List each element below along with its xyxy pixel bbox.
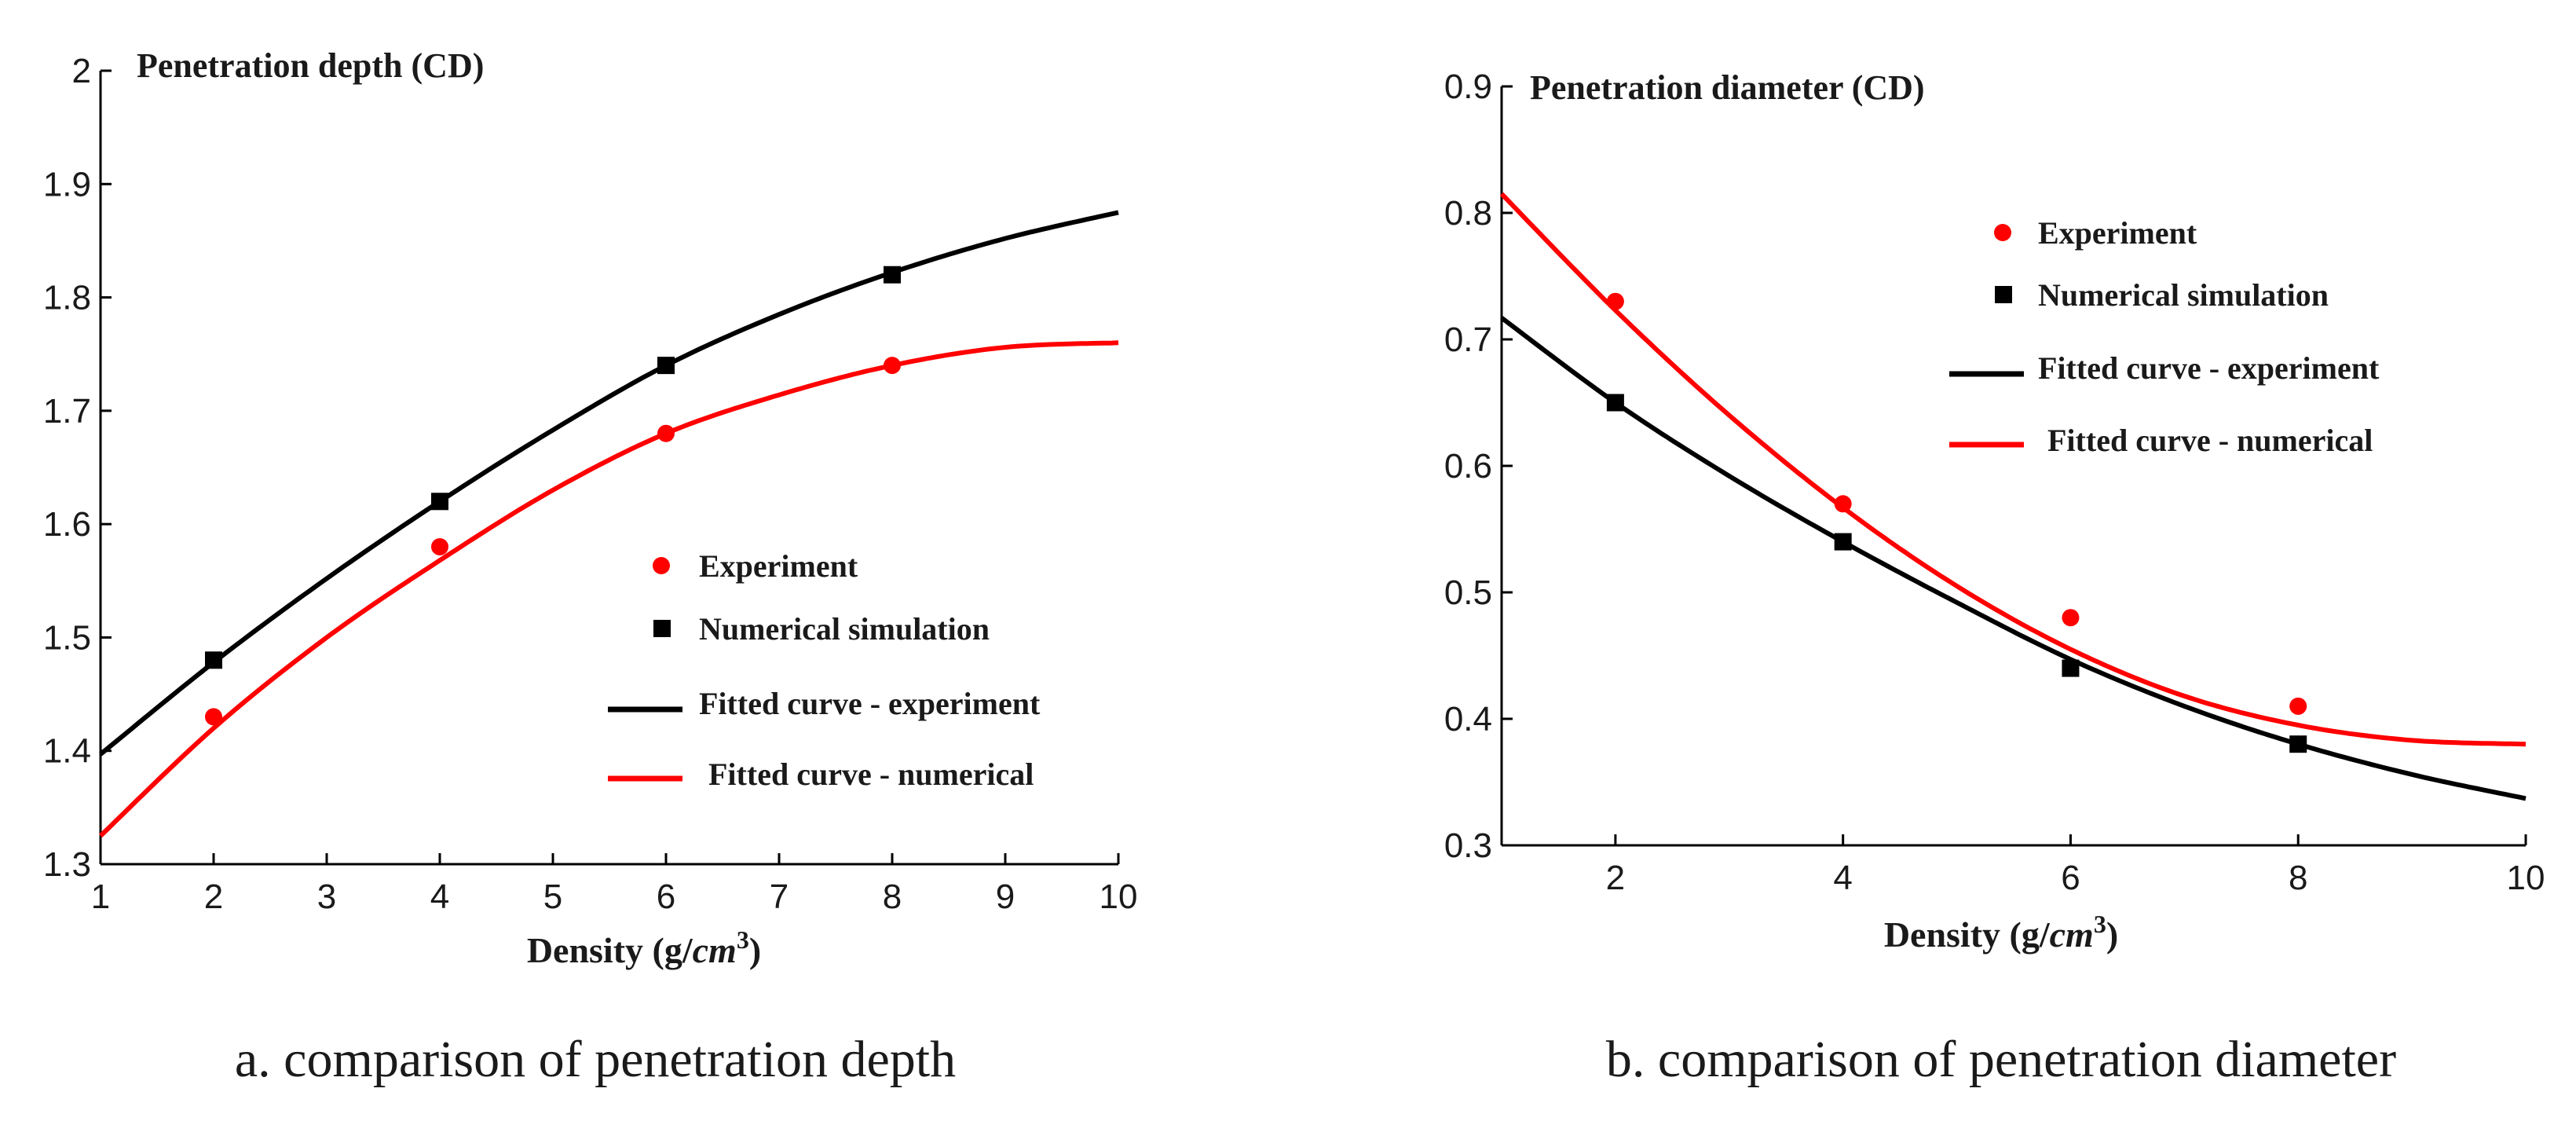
- x-tick-label: 6: [657, 878, 675, 916]
- y-tick-label: 0.4: [1444, 700, 1492, 738]
- y-tick-label: 1.3: [43, 845, 91, 884]
- numerical-simulation-point: [2289, 735, 2307, 753]
- x-axis-title-main: Density (g/: [527, 930, 693, 970]
- experiment-point: [2289, 697, 2307, 715]
- x-tick-label: 4: [1833, 859, 1852, 897]
- x-tick-label: 7: [770, 878, 789, 916]
- panel-caption: b. comparison of penetration diameter: [1606, 1031, 2396, 1088]
- x-tick-label: 3: [317, 878, 336, 916]
- experiment-point: [205, 708, 222, 726]
- experiment-point: [1606, 292, 1624, 310]
- x-axis-title: Density (g/cm3): [1884, 910, 2118, 955]
- panel-b-diameter-chart: 0.3 0.4 0.5 0.6 0.7 0.8 0.9 2 4 6 8 10 Penetration d…: [1444, 68, 2545, 1088]
- x-axis-title-main: Density (g/: [1884, 914, 2051, 955]
- legend-experiment-label: Experiment: [699, 548, 858, 584]
- experiment-point: [2062, 609, 2080, 627]
- legend: Experiment Numerical simulation Fitted cur…: [1949, 215, 2380, 458]
- x-tick-label: 8: [883, 878, 902, 916]
- x-tick-label: 8: [2289, 859, 2307, 897]
- legend-fit-experiment-label: Fitted curve - experiment: [2038, 350, 2380, 386]
- legend: Experiment Numerical simulation Fitted cur…: [608, 548, 1041, 792]
- panel-caption: a. comparison of penetration depth: [235, 1031, 956, 1088]
- fitted-curve-experiment-line: [99, 210, 1119, 757]
- experiment-point: [431, 538, 448, 555]
- fitted-curve-numerical-line: [98, 340, 1119, 838]
- y-tick-label: 0.7: [1444, 321, 1492, 359]
- plot-title: Penetration diameter (CD): [1530, 68, 1925, 107]
- numerical-simulation-point: [431, 493, 448, 511]
- y-tick-label: 0.3: [1444, 826, 1492, 865]
- legend-experiment-marker: [1994, 224, 2011, 241]
- x-tick-label: 5: [543, 878, 562, 916]
- x-axis-title-close: ): [2106, 914, 2118, 955]
- legend-numerical-label: Numerical simulation: [2038, 277, 2329, 313]
- fitted-curve-numerical-line: [1499, 192, 2527, 747]
- x-tick-label: 10: [1100, 878, 1138, 916]
- x-tick-label: 1: [91, 878, 110, 916]
- y-tick-label: 1.6: [43, 505, 91, 544]
- legend-experiment-label: Experiment: [2038, 215, 2197, 251]
- x-axis-title-unit: cm: [2050, 914, 2094, 955]
- x-axis-title: Density (g/cm3): [527, 925, 761, 970]
- legend-fit-experiment-label: Fitted curve - experiment: [699, 686, 1041, 721]
- y-tick-label: 1.9: [43, 165, 91, 203]
- panel-a-depth-chart: 1.3 1.4 1.5 1.6 1.7 1.8 1.9 2 1 2 3 4 5 6 7 8 9 10 Penetra…: [43, 46, 1138, 1088]
- x-tick-label: 4: [430, 878, 449, 916]
- numerical-simulation-point: [657, 357, 675, 375]
- y-tick-label: 0.8: [1444, 194, 1492, 233]
- y-tick-label: 1.5: [43, 618, 91, 657]
- x-tick-label: 6: [2061, 859, 2080, 897]
- numerical-simulation-point: [205, 651, 222, 669]
- x-tick-label: 2: [1606, 859, 1625, 897]
- plot-title: Penetration depth (CD): [137, 46, 484, 85]
- legend-fit-numerical-label: Fitted curve - numerical: [2047, 423, 2373, 458]
- y-tick-label: 0.6: [1444, 447, 1492, 486]
- x-tick-label: 9: [996, 878, 1015, 916]
- x-axis-title-close: ): [749, 930, 761, 970]
- numerical-simulation-point: [2062, 659, 2080, 677]
- experiment-point: [1834, 495, 1852, 513]
- numerical-simulation-point: [1606, 394, 1624, 412]
- legend-fit-numerical-label: Fitted curve - numerical: [708, 757, 1034, 792]
- y-tick-label: 0.5: [1444, 573, 1492, 612]
- experiment-point: [884, 357, 901, 375]
- x-axis-title-exponent: 3: [737, 925, 749, 954]
- fitted-curve-experiment-line: [1500, 316, 2527, 801]
- legend-numerical-marker: [653, 620, 671, 637]
- y-tick-label: 1.7: [43, 392, 91, 431]
- experiment-point: [657, 424, 675, 442]
- legend-numerical-label: Numerical simulation: [699, 611, 990, 647]
- y-tick-label: 1.8: [43, 279, 91, 317]
- legend-experiment-marker: [653, 557, 670, 574]
- numerical-simulation-point: [1834, 533, 1852, 551]
- x-axis-title-exponent: 3: [2094, 910, 2106, 938]
- legend-numerical-marker: [1995, 286, 2012, 303]
- x-tick-label: 2: [204, 878, 223, 916]
- x-axis-title-unit: cm: [693, 930, 737, 970]
- y-tick-label: 0.9: [1444, 68, 1492, 106]
- numerical-simulation-point: [884, 266, 901, 284]
- y-tick-label: 2: [72, 52, 91, 90]
- x-tick-label: 10: [2507, 859, 2545, 897]
- y-tick-label: 1.4: [43, 732, 91, 771]
